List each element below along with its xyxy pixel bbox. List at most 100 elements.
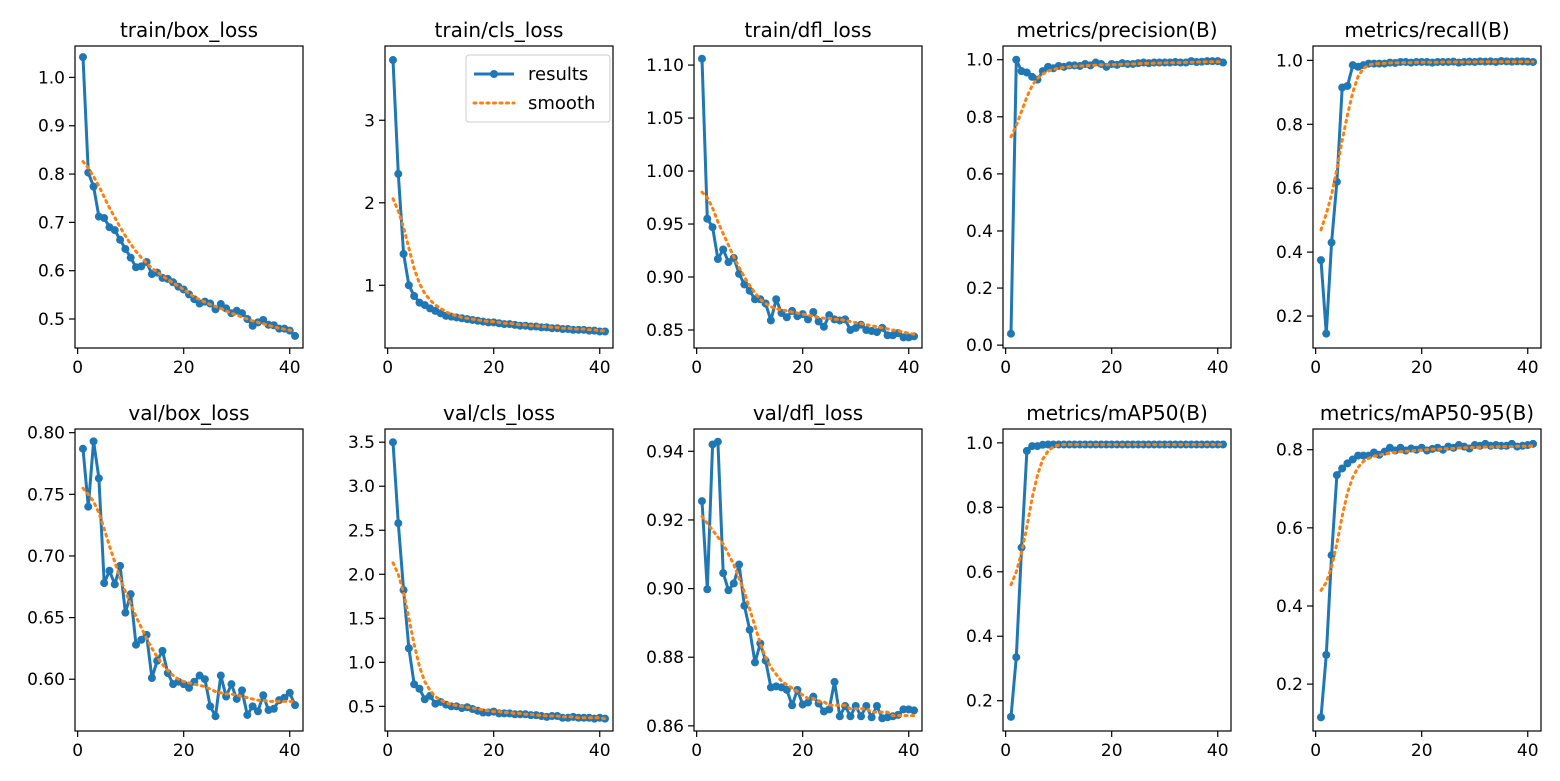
axes-frame [693, 428, 923, 732]
data-point [782, 313, 791, 322]
x-tick-label: 40 [898, 358, 920, 378]
data-point [703, 214, 712, 223]
data-point [1343, 81, 1352, 90]
data-point [735, 269, 744, 278]
y-tick-label: 0.2 [1276, 307, 1303, 327]
data-point [719, 245, 728, 254]
panel-val-dfl-loss: val/dfl_loss 0 20 40 0.86 0.88 0.90 0.92 0.94 [646, 401, 923, 761]
data-point [1327, 238, 1336, 247]
data-point [740, 601, 749, 610]
data-point [94, 474, 103, 483]
data-point [89, 437, 98, 446]
data-point [100, 214, 109, 223]
y-tick-label: 0.75 [27, 485, 65, 505]
y-tick-label: 0.70 [27, 547, 65, 567]
x-tick-label: 20 [173, 741, 195, 761]
data-point [131, 640, 140, 649]
x-tick-label: 40 [589, 358, 611, 378]
data-point [280, 693, 289, 702]
data-point [410, 292, 419, 301]
y-tick-label: 0.4 [1276, 243, 1303, 263]
data-point [291, 331, 300, 340]
axes-frame [1002, 428, 1232, 732]
data-point [809, 307, 818, 316]
data-point [835, 712, 844, 721]
y-tick-label: 0.6 [966, 165, 993, 185]
panel-metrics-precision-b: metrics/precision(B) 0 20 40 0.0 0.2 0.4 0.6 0.8… [966, 18, 1232, 378]
y-tick-label: 0.86 [646, 717, 684, 737]
data-point [394, 519, 403, 528]
data-point [846, 712, 855, 721]
y-tick-label: 0.6 [1276, 519, 1303, 539]
x-tick-label: 40 [279, 741, 301, 761]
x-tick-label: 20 [1101, 358, 1123, 378]
panel-val-cls-loss: val/cls_loss 0 20 40 0.5 1.0 1.5 2.0 2.5 3.0 3.5 [348, 401, 614, 761]
x-tick-label: 40 [1517, 358, 1539, 378]
y-tick-label: 0.92 [646, 511, 684, 531]
y-tick-label: 0.65 [27, 609, 65, 629]
data-point [200, 675, 209, 684]
series-line-smooth [391, 561, 607, 721]
data-point [78, 444, 87, 453]
y-tick-label: 2.5 [348, 521, 375, 541]
data-point [708, 223, 717, 232]
legend-marker-results [490, 70, 498, 78]
data-point [388, 56, 397, 65]
data-point [121, 244, 130, 253]
data-point [825, 705, 834, 714]
data-point [724, 586, 733, 595]
chart-title: metrics/precision(B) [1016, 18, 1217, 42]
series-line-results [81, 439, 297, 718]
series-line-results [391, 440, 607, 721]
y-tick-label: 0.60 [27, 670, 65, 690]
data-point [158, 646, 167, 655]
series-line-smooth [700, 190, 916, 336]
axes-frame [384, 428, 614, 732]
data-point [766, 316, 775, 325]
series-line-smooth [1319, 444, 1535, 592]
data-point [729, 579, 738, 588]
series-line-results [1009, 443, 1225, 719]
series-line-results [700, 57, 916, 339]
series-line-smooth [1009, 60, 1225, 139]
data-point [84, 502, 93, 511]
data-point [137, 262, 146, 271]
data-point [830, 677, 839, 686]
axes-frame [74, 428, 304, 732]
y-tick-label: 0.0 [966, 336, 993, 356]
x-tick-label: 20 [483, 358, 505, 378]
series-line-results [1009, 58, 1225, 336]
data-point [1332, 471, 1341, 480]
chart-title: val/box_loss [128, 401, 249, 425]
panel-val-box-loss: val/box_loss 0 20 40 0.60 0.65 0.70 0.75 0.80 [27, 401, 304, 761]
data-point [872, 701, 881, 710]
y-tick-label: 3.5 [348, 433, 375, 453]
y-tick-label: 1.05 [646, 109, 684, 129]
data-point [1022, 446, 1031, 455]
axes-frame [1002, 45, 1232, 349]
data-point [227, 680, 236, 689]
series-line-smooth [1009, 443, 1225, 587]
y-tick-label: 0.6 [1276, 179, 1303, 199]
data-point [867, 713, 876, 722]
chart-title: val/dfl_loss [753, 401, 863, 425]
axes-frame [1312, 45, 1542, 349]
data-point [713, 254, 722, 263]
data-point [89, 182, 98, 191]
y-tick-label: 0.88 [646, 648, 684, 668]
legend-label-results: results [528, 64, 588, 85]
x-tick-label: 40 [589, 741, 611, 761]
panel-metrics-map50-b: metrics/mAP50(B) 0 20 40 0.2 0.4 0.6 0.8 1.0 [966, 401, 1232, 761]
x-tick-label: 20 [1411, 741, 1433, 761]
y-tick-label: 1.0 [1276, 51, 1303, 71]
y-tick-label: 0.4 [1276, 597, 1303, 617]
data-point [819, 322, 828, 331]
y-tick-label: 0.5 [348, 697, 375, 717]
data-point [105, 566, 114, 575]
y-tick-label: 0.7 [38, 213, 65, 233]
y-tick-label: 3.0 [348, 477, 375, 497]
y-tick-label: 1.0 [38, 68, 65, 88]
x-tick-label: 0 [691, 358, 702, 378]
data-point [713, 437, 722, 446]
